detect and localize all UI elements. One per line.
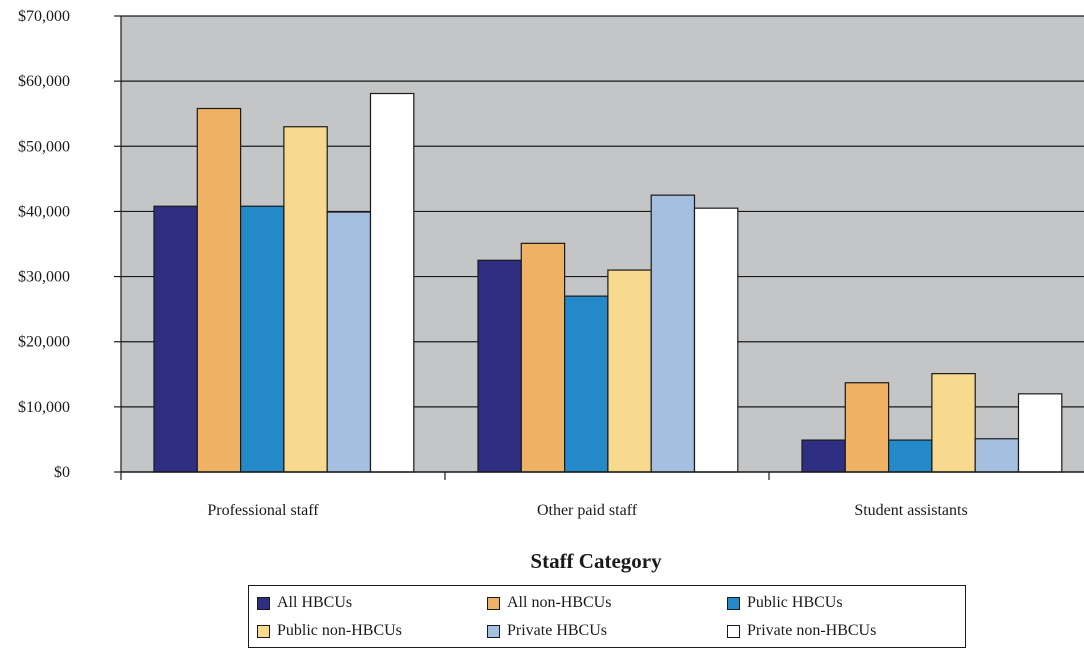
legend-label: All non-HBCUs — [507, 594, 612, 611]
legend-item: Public HBCUs — [727, 594, 843, 612]
y-tick-label: $0 — [54, 464, 70, 481]
x-tick-label: Other paid staff — [537, 502, 638, 519]
x-axis-title: Staff Category — [530, 549, 662, 573]
bar — [974, 438, 1020, 473]
legend-swatch — [487, 596, 500, 610]
legend-label: Private HBCUs — [507, 622, 607, 639]
bar — [844, 382, 890, 473]
bar — [1017, 393, 1063, 473]
legend-item: All non-HBCUs — [487, 594, 611, 612]
y-tick-label: $20,000 — [18, 334, 70, 351]
legend-swatch — [257, 596, 270, 610]
axes — [114, 15, 1084, 480]
bar — [477, 259, 522, 473]
legend-swatch — [727, 596, 740, 610]
bar — [607, 269, 652, 473]
bar — [326, 211, 372, 473]
bar — [887, 439, 933, 473]
bar — [196, 107, 242, 473]
x-tick-label: Professional staff — [207, 502, 319, 519]
y-tick-label: $30,000 — [18, 269, 70, 286]
bar — [153, 205, 198, 473]
y-tick-label: $60,000 — [18, 73, 70, 90]
bar — [650, 194, 696, 473]
legend-item: Public non-HBCUs — [257, 622, 402, 640]
legend-label: All HBCUs — [277, 594, 353, 611]
y-tick-label: $10,000 — [18, 399, 70, 416]
y-tick-label: $40,000 — [18, 203, 70, 220]
legend-label: Private non-HBCUs — [747, 622, 877, 639]
bar — [693, 207, 739, 473]
legend-label: Public non-HBCUs — [277, 622, 402, 639]
bar — [369, 92, 415, 473]
y-tick-label: $70,000 — [18, 8, 70, 25]
legend-label: Public HBCUs — [747, 594, 843, 611]
legend-swatch — [487, 624, 500, 638]
legend-item: Private HBCUs — [487, 622, 607, 640]
bar — [801, 439, 846, 473]
bar — [240, 205, 285, 473]
legend: All HBCUs All non-HBCUs Public HBCUs Public… — [248, 585, 966, 648]
legend-swatch — [727, 624, 740, 638]
x-tick-label: Student assistants — [854, 502, 967, 519]
bar — [931, 373, 976, 473]
legend-swatch — [257, 624, 270, 638]
y-tick-label: $50,000 — [18, 138, 70, 155]
y-tick-labels: $0 $10,000 $20,000 $30,000 $40,000 $50,000 $60… — [18, 8, 70, 481]
bar — [520, 242, 566, 473]
bar — [563, 295, 609, 473]
bar — [283, 126, 328, 473]
legend-item: Private non-HBCUs — [727, 622, 876, 640]
legend-item: All HBCUs — [257, 594, 352, 612]
x-tick-labels: Professional staff Other paid staff Studen… — [207, 502, 967, 519]
